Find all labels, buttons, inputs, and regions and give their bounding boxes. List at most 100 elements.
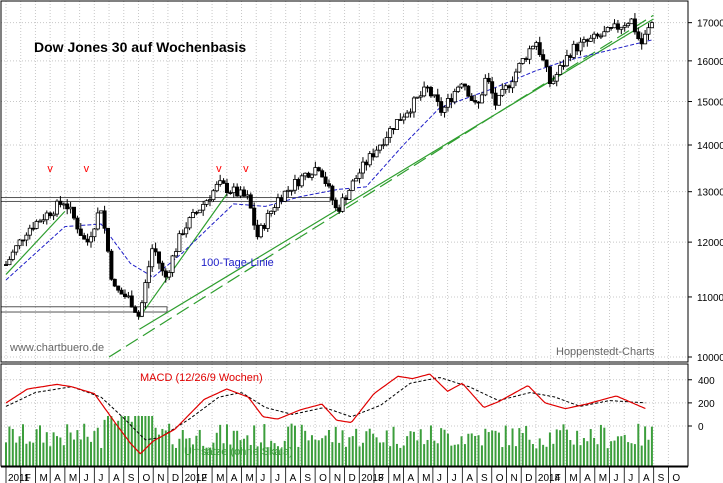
candle-body <box>150 248 155 268</box>
candle-body <box>632 18 637 33</box>
x-tick-label: A <box>231 473 238 483</box>
candle-body <box>503 85 508 90</box>
candle-body <box>44 212 49 221</box>
x-tick-label: D <box>172 473 179 483</box>
candle-body <box>197 209 202 214</box>
candle-body <box>92 228 97 238</box>
candle-body <box>530 45 535 50</box>
candle-body <box>109 250 114 280</box>
candle-body <box>333 199 338 209</box>
x-tick-label: J <box>628 473 633 483</box>
candle-body <box>238 189 243 197</box>
macd-line <box>5 373 646 455</box>
candle-body <box>262 224 267 229</box>
candle-body <box>626 23 631 27</box>
candle-body <box>187 217 192 229</box>
x-tick-label: S <box>304 473 311 483</box>
x-tick-label: A <box>290 473 297 483</box>
x-tick-label: J <box>98 473 103 483</box>
candle-body <box>139 302 144 317</box>
x-tick-label: M <box>569 473 577 483</box>
candle-body <box>129 295 134 308</box>
candle-body <box>119 289 124 295</box>
candle-body <box>615 23 620 30</box>
candle-body <box>88 236 93 243</box>
x-tick-label: O <box>142 473 150 483</box>
x-tick-label: J <box>275 473 280 483</box>
candle-body <box>204 200 209 205</box>
candle-body <box>377 144 382 151</box>
candle-body <box>41 219 46 222</box>
candle-body <box>207 199 212 202</box>
x-tick-label: A <box>643 473 650 483</box>
candle-body <box>289 189 294 192</box>
candle-body <box>554 74 559 82</box>
candle-body <box>568 55 573 58</box>
x-tick-label: F <box>378 473 384 483</box>
trend-line-dashed <box>108 14 654 358</box>
candle-body <box>578 41 583 52</box>
candle-body <box>71 206 76 219</box>
x-tick-label: 2014 <box>538 473 561 483</box>
candle-body <box>24 234 29 241</box>
candle-body <box>496 94 501 106</box>
x-tick-label: O <box>672 473 680 483</box>
candle-body <box>422 86 427 97</box>
candle-body <box>442 106 447 113</box>
candle-body <box>306 172 311 178</box>
candle-body <box>133 306 138 313</box>
candle-body <box>180 233 185 236</box>
candle-body <box>303 172 308 177</box>
candle-body <box>456 86 461 92</box>
candle-body <box>534 42 539 47</box>
candle-body <box>340 197 345 212</box>
candle-body <box>27 227 32 236</box>
candle-body <box>170 255 175 273</box>
candle-body <box>405 112 410 118</box>
candle-body <box>299 175 304 187</box>
volume-label: Umsätze (ohne Skala) <box>184 446 293 458</box>
candle-body <box>360 161 365 174</box>
candle-body <box>575 43 580 52</box>
y-tick-label: 12000 <box>697 238 723 249</box>
candle-body <box>544 59 549 68</box>
x-tick-label: M <box>216 473 224 483</box>
x-tick-label: M <box>393 473 401 483</box>
candle-body <box>592 33 597 39</box>
candle-body <box>7 259 12 266</box>
x-tick-label: N <box>510 473 517 483</box>
candle-body <box>4 264 9 266</box>
candle-body <box>629 18 634 25</box>
candle-body <box>10 251 15 260</box>
x-tick-label: A <box>54 473 61 483</box>
candle-body <box>184 227 189 235</box>
price-panel-frame <box>0 0 689 363</box>
candle-body <box>466 85 471 97</box>
candle-body <box>228 192 233 195</box>
candle-body <box>143 282 148 304</box>
candle-body <box>286 189 291 192</box>
candle-body <box>394 119 399 131</box>
candle-body <box>585 39 590 42</box>
x-tick-label: J <box>614 473 619 483</box>
top-marker: v <box>47 163 53 175</box>
candle-body <box>639 38 644 45</box>
candle-body <box>517 63 522 73</box>
candle-body <box>520 58 525 64</box>
candle-body <box>367 153 372 166</box>
moving-average-line <box>5 39 654 281</box>
candle-body <box>17 239 22 247</box>
candle-body <box>190 212 195 218</box>
candle-body <box>275 197 280 209</box>
candle-body <box>167 272 172 278</box>
y-tick-label: 17000 <box>697 19 723 30</box>
candle-body <box>160 262 165 272</box>
x-tick-label: A <box>113 473 120 483</box>
candle-body <box>350 180 355 191</box>
x-tick-label: M <box>246 473 254 483</box>
candle-body <box>163 270 168 278</box>
candle-body <box>605 27 610 33</box>
y-tick-label: 11000 <box>697 293 723 304</box>
candle-body <box>14 245 19 253</box>
candle-body <box>398 119 403 121</box>
